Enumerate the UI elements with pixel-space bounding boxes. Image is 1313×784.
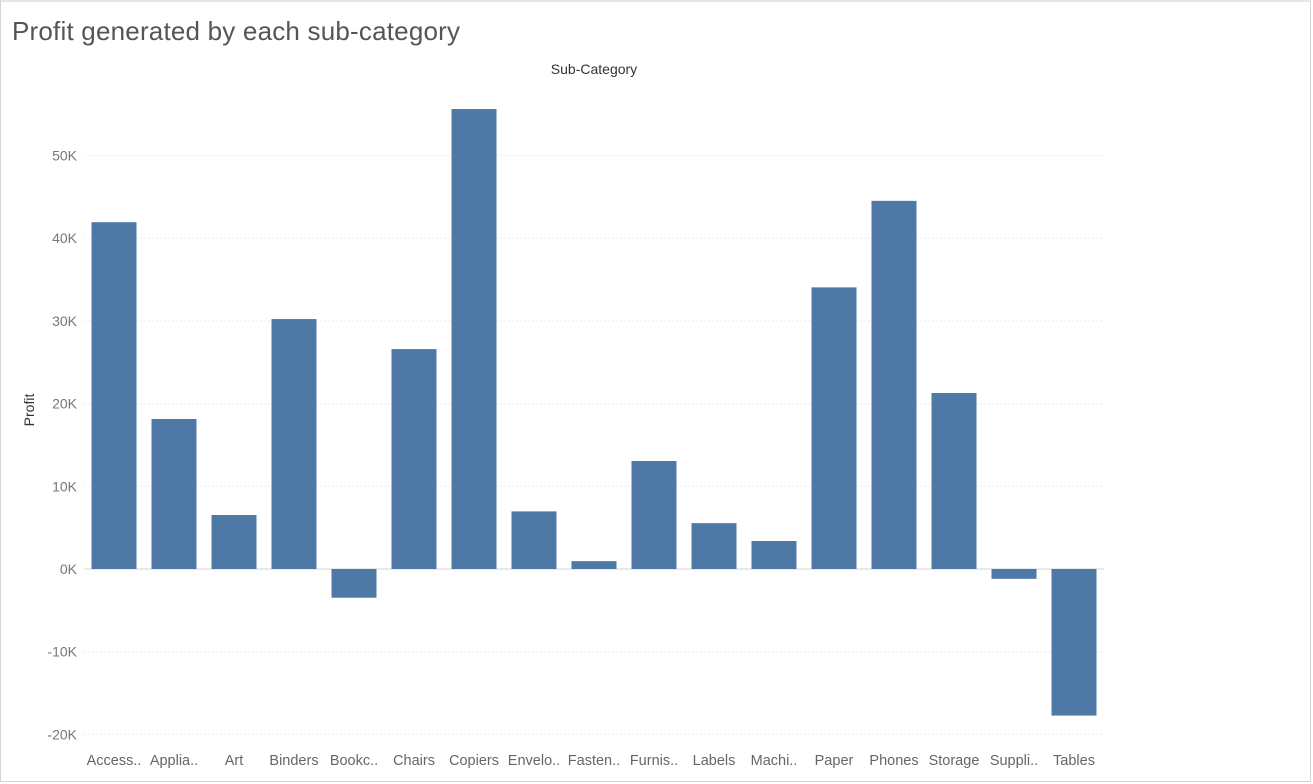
x-tick-label: Storage xyxy=(929,753,980,769)
bar-binders[interactable] xyxy=(271,319,317,569)
x-axis-ticks: Access.. Applia.. Art Binders Bookc.. Chairs C… xyxy=(87,753,1095,769)
x-tick-label: Binders xyxy=(269,753,318,769)
x-tick-label: Fasten.. xyxy=(568,753,620,769)
bar-labels[interactable] xyxy=(691,523,737,569)
bar-suppli[interactable] xyxy=(991,569,1037,579)
x-tick-label: Applia.. xyxy=(150,753,198,769)
y-axis-ticks: -20K -10K 0K 10K 20K 30K 40K 50K xyxy=(47,148,77,743)
y-tick-label: 40K xyxy=(52,230,78,246)
x-tick-label: Bookc.. xyxy=(330,753,378,769)
y-tick-label: -10K xyxy=(47,644,77,660)
chart-title: Profit generated by each sub-category xyxy=(12,16,461,46)
bar-paper[interactable] xyxy=(811,287,857,569)
bar-envelo[interactable] xyxy=(511,511,557,569)
y-tick-label: -20K xyxy=(47,726,77,742)
bar-copiers[interactable] xyxy=(451,109,497,570)
gridlines xyxy=(84,155,1104,735)
bar-tables[interactable] xyxy=(1051,569,1097,716)
x-tick-label: Envelo.. xyxy=(508,753,560,769)
bar-chairs[interactable] xyxy=(391,349,437,569)
y-axis-title: Profit xyxy=(21,394,37,427)
bar-art[interactable] xyxy=(211,515,257,569)
x-tick-label: Tables xyxy=(1053,753,1095,769)
x-tick-label: Furnis.. xyxy=(630,753,678,769)
x-tick-label: Paper xyxy=(815,753,854,769)
y-tick-label: 10K xyxy=(52,478,78,494)
x-tick-label: Labels xyxy=(693,753,736,769)
bar-storage[interactable] xyxy=(931,393,977,569)
x-tick-label: Suppli.. xyxy=(990,753,1038,769)
x-tick-label: Chairs xyxy=(393,753,435,769)
y-tick-label: 30K xyxy=(52,313,78,329)
bar-furnis[interactable] xyxy=(631,461,677,569)
y-tick-label: 50K xyxy=(52,148,78,164)
x-axis-title: Sub-Category xyxy=(551,61,637,77)
y-tick-label: 0K xyxy=(60,561,78,577)
bar-fasten[interactable] xyxy=(571,561,617,569)
bars xyxy=(91,109,1097,716)
bar-access[interactable] xyxy=(91,222,137,569)
bar-machi[interactable] xyxy=(751,541,797,569)
bar-phones[interactable] xyxy=(871,200,917,570)
x-tick-label: Access.. xyxy=(87,753,142,769)
x-tick-label: Art xyxy=(225,753,244,769)
x-tick-label: Phones xyxy=(869,753,918,769)
bar-applia[interactable] xyxy=(151,418,197,569)
y-tick-label: 20K xyxy=(52,396,78,412)
x-tick-label: Copiers xyxy=(449,753,499,769)
x-tick-label: Machi.. xyxy=(751,753,798,769)
bar-bookc[interactable] xyxy=(331,569,377,598)
